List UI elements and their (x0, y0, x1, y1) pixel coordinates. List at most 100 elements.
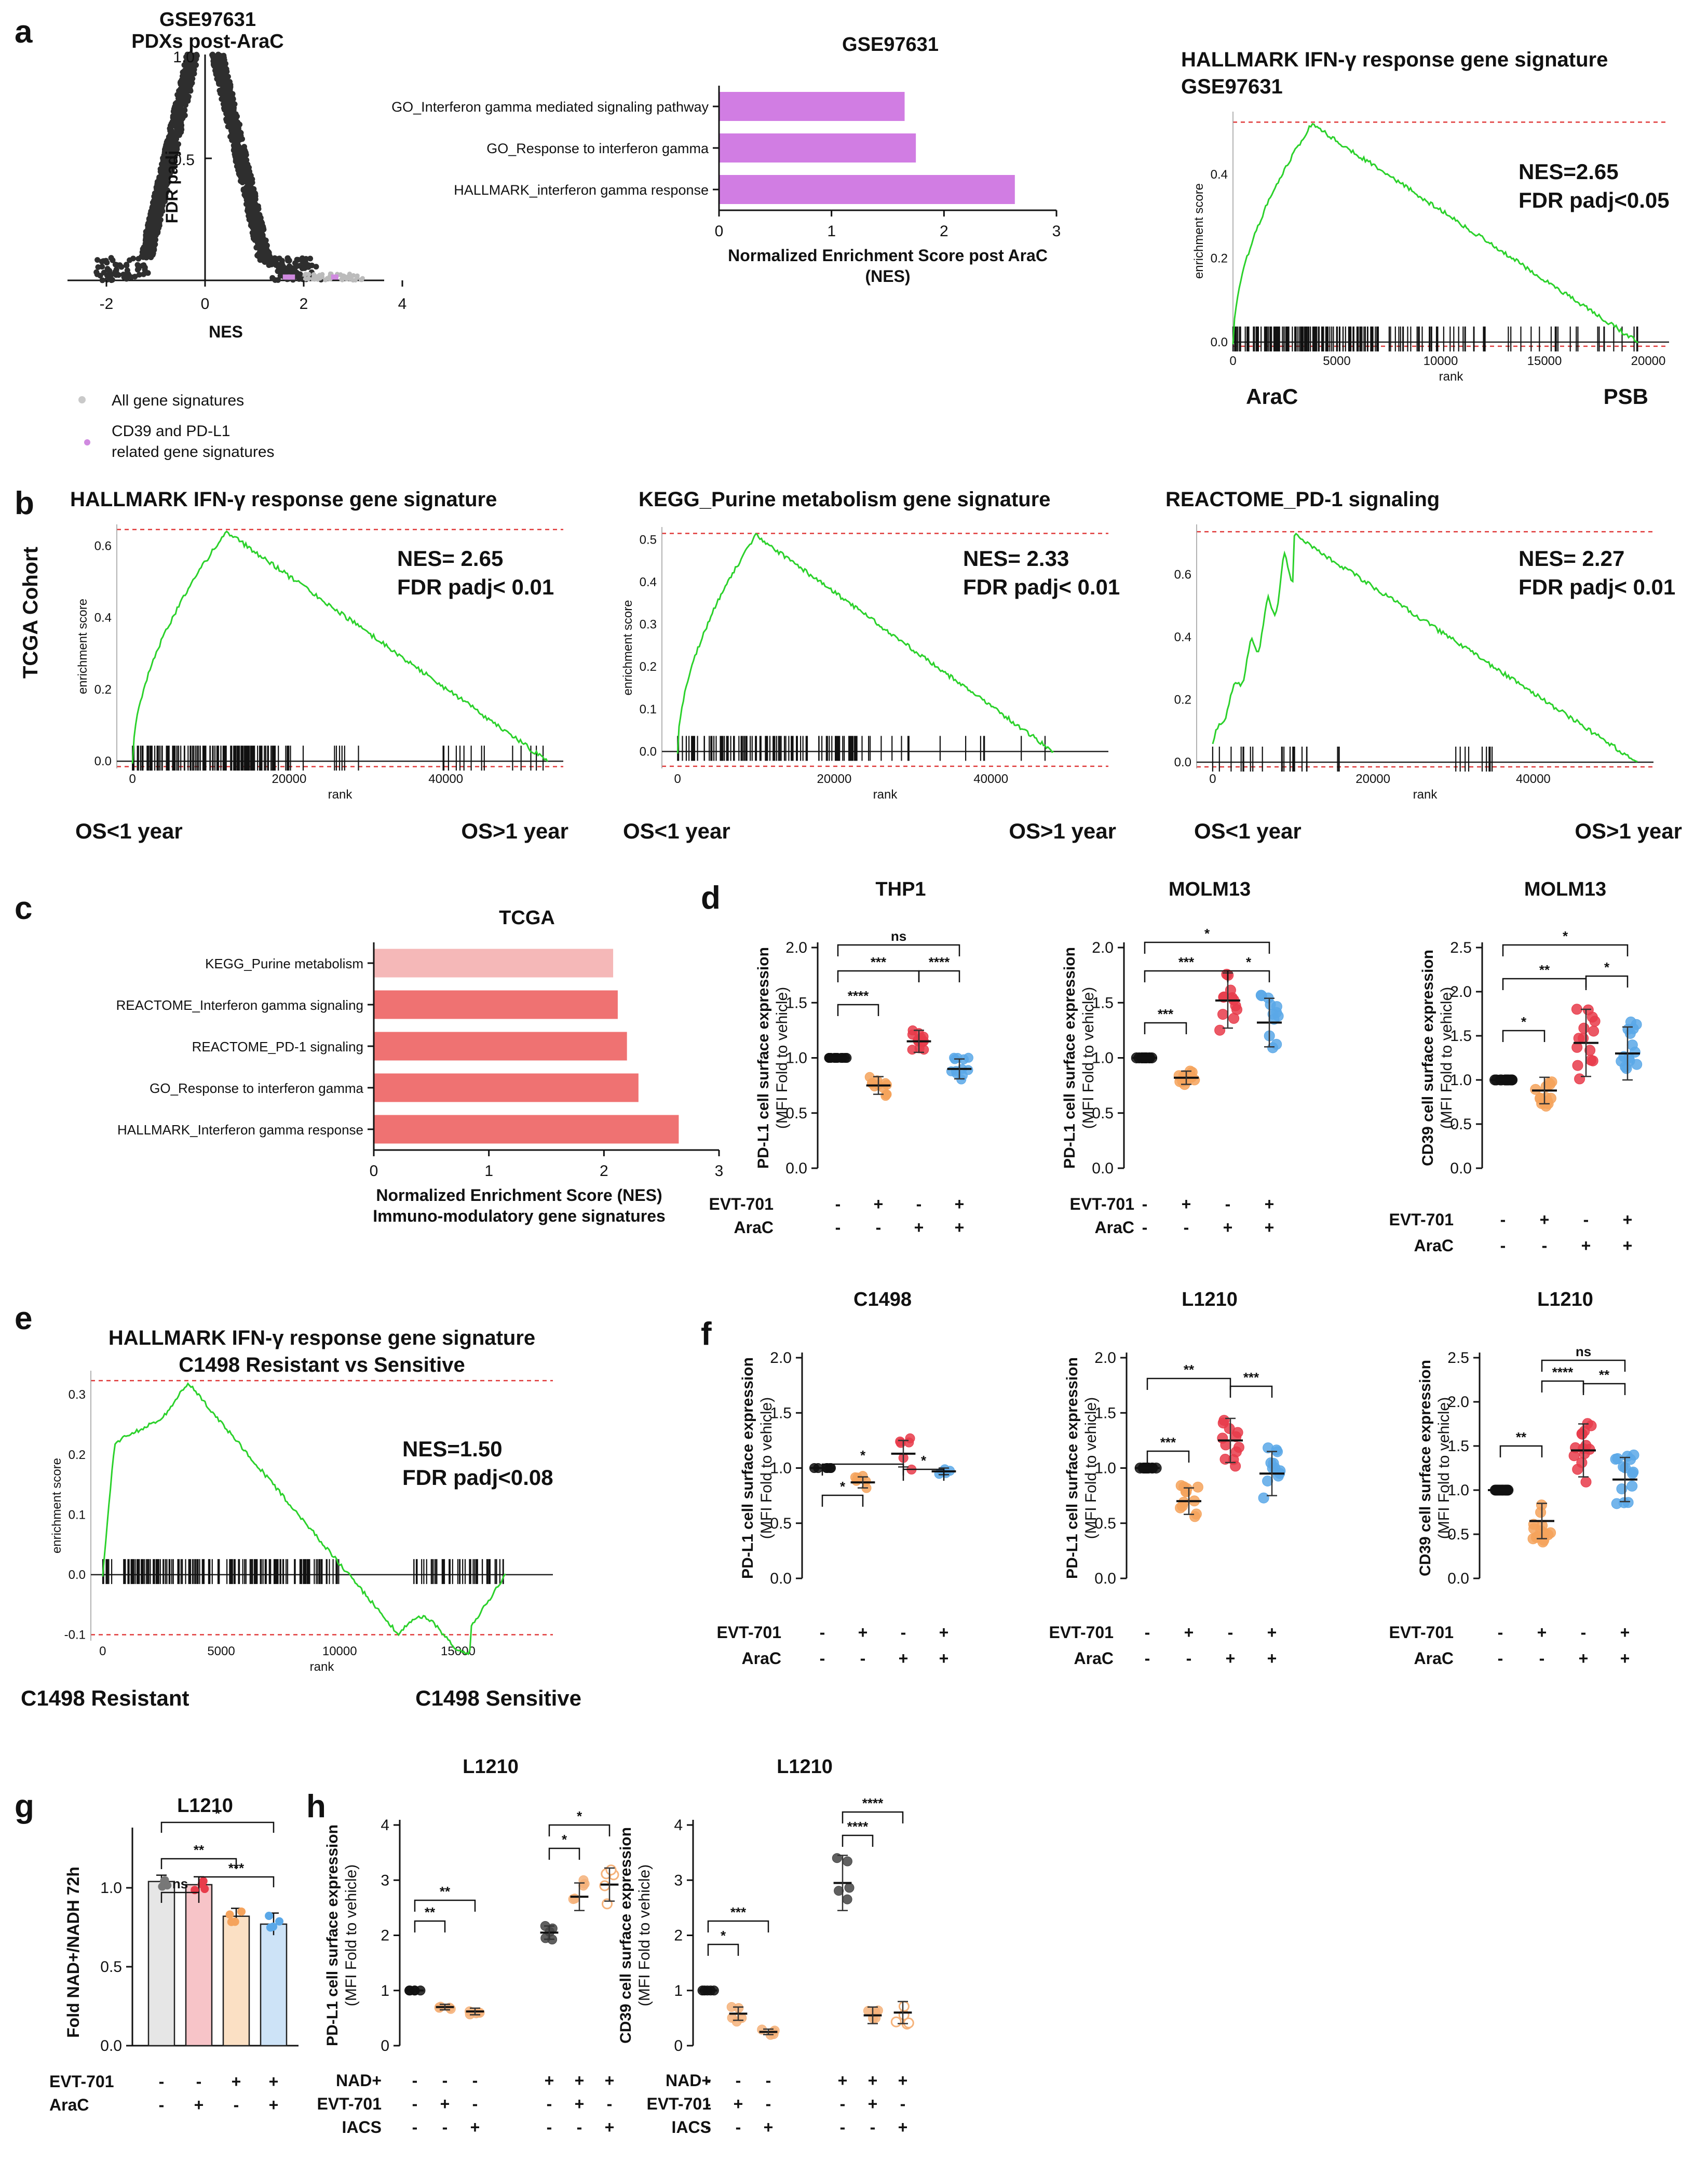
significance-label: * (860, 1448, 866, 1463)
significance-label: **** (848, 988, 869, 1004)
gene-hit-marks (677, 736, 1046, 761)
bar-category-label: GO_Response to interferon gamma (486, 141, 709, 156)
significance-bracket (1146, 1450, 1190, 1463)
data-point (1221, 969, 1232, 980)
data-point (1574, 1073, 1585, 1085)
data-point (1624, 1055, 1635, 1066)
highlight-point-1 (288, 274, 295, 280)
bar (719, 133, 916, 163)
treatment-sign: - (736, 2071, 741, 2090)
y-axis-label: PD-L1 cell surface expression (1064, 1357, 1081, 1579)
treatment-sign: - (876, 1218, 882, 1237)
y-axis-label: PD-L1 cell surface expression (324, 1824, 341, 2046)
significance-label: *** (228, 1860, 245, 1876)
panel-label-a: a (15, 14, 33, 50)
treatment-sign: + (1267, 1649, 1277, 1668)
x-tick-label: 2 (940, 223, 948, 240)
y-tick-label: 0.0 (1211, 335, 1228, 349)
significance-bracket (414, 1899, 476, 1912)
panel-label-e: e (15, 1301, 32, 1336)
significance-bracket (548, 1847, 580, 1860)
significance-label: ns (891, 928, 906, 944)
data-point (599, 1880, 611, 1891)
chart-b-kegg: KEGG_Purine metabolism gene signature 0.0… (621, 488, 1120, 843)
gsea-title: REACTOME_PD-1 signaling (1165, 488, 1440, 511)
y-tick-label: 0.4 (94, 611, 112, 625)
treatment-sign: - (916, 1195, 922, 1213)
y-tick-label: 1.0 (785, 1050, 807, 1067)
y-tick-label: 0.3 (69, 1388, 86, 1402)
data-point (1611, 1498, 1622, 1509)
left-phenotype-label: AraC (1246, 384, 1298, 409)
volcano-x-label: NES (209, 322, 243, 341)
data-point (160, 1876, 169, 1885)
y-tick-label: 1.5 (1447, 1438, 1469, 1455)
chart-b-hallmark: HALLMARK IFN-γ response gene signature 0.… (70, 488, 568, 843)
significance-label: *** (1243, 1370, 1259, 1385)
y-tick-label: 1.0 (1092, 1050, 1114, 1067)
treatment-row-label: EVT-701 (1389, 1623, 1454, 1642)
significance-label: ** (1516, 1429, 1527, 1445)
treatment-sign: - (607, 2094, 613, 2113)
y-tick-label: 2.0 (785, 939, 807, 956)
chart-f-l1210-cd39: L1210 0.0 0.5 1.0 1.5 2.0 2.5 CD39 cell surface… (1389, 1289, 1639, 1668)
significance-label: * (1604, 959, 1610, 975)
treatment-sign: - (706, 2094, 711, 2113)
significance-bracket (1146, 1377, 1231, 1390)
significance-bracket (198, 1876, 275, 1887)
treatment-sign: - (870, 2118, 876, 2137)
treatment-sign: - (412, 2071, 418, 2090)
gsea-title-2: GSE97631 (1181, 75, 1283, 98)
x-tick-label: 10000 (322, 1644, 357, 1658)
data-point (1625, 1016, 1636, 1028)
y-tick-label: 0.5 (785, 1105, 807, 1122)
treatment-sign: + (470, 2118, 480, 2137)
data-point (1618, 1461, 1629, 1472)
treatment-sign: + (269, 2072, 279, 2091)
y-tick-label: 4 (674, 1817, 683, 1834)
treatment-sign: + (269, 2096, 279, 2114)
treatment-sign: + (194, 2096, 204, 2114)
chart-a-gsea: HALLMARK IFN-γ response gene signature GS… (1181, 48, 1670, 409)
treatment-sign: + (939, 1649, 949, 1668)
y-tick-label: 0.0 (785, 1160, 807, 1177)
significance-label: ns (172, 1876, 188, 1891)
dot-title: L1210 (777, 1756, 833, 1778)
y-tick-label: 1.0 (770, 1460, 792, 1477)
treatment-sign: - (472, 2094, 478, 2113)
significance-bracket (821, 1494, 864, 1507)
data-point (1625, 1454, 1636, 1465)
y-tick-label: 1.5 (1450, 1028, 1472, 1045)
significance-label: *** (1158, 1006, 1174, 1022)
bar (222, 1915, 250, 2047)
treatment-row-label: AraC (49, 2096, 89, 2114)
y-tick-label: 0.2 (640, 660, 657, 674)
significance-bracket (837, 944, 960, 956)
x-axis-label: rank (873, 788, 898, 802)
data-point (905, 1433, 915, 1443)
bar (719, 92, 905, 121)
y-tick-label: 1 (674, 1982, 683, 1999)
right-phenotype-label: PSB (1604, 384, 1648, 409)
treatment-sign: + (1184, 1623, 1194, 1642)
treatment-sign: + (1537, 1623, 1547, 1642)
chart-h-cd39: L1210 0 1 2 3 4 CD39 cell surface expression (M… (617, 1756, 914, 2137)
treatment-row-label: EVT-701 (716, 1623, 781, 1642)
panel-label-c: c (15, 890, 32, 926)
treatment-sign: - (1145, 1623, 1150, 1642)
treatment-row-label: EVT-701 (1049, 1623, 1114, 1642)
y-axis-label: enrichment score (50, 1458, 64, 1553)
dot-title: MOLM13 (1169, 878, 1251, 900)
x-tick-label: 0 (129, 772, 135, 786)
data-point (834, 1886, 844, 1896)
volcano-xtick: 4 (398, 295, 407, 313)
significance-bracket (160, 1858, 237, 1869)
treatment-sign: + (868, 2071, 878, 2090)
y-tick-label: 0.5 (1447, 1526, 1469, 1543)
legend-label-cd39-2: related gene signatures (112, 443, 275, 461)
volcano-title-2: PDXs post-AraC (131, 31, 284, 52)
x-axis-label: rank (1413, 788, 1438, 802)
significance-bracket (1502, 1030, 1546, 1042)
significance-label: *** (1160, 1435, 1176, 1450)
data-point (1218, 1415, 1230, 1426)
